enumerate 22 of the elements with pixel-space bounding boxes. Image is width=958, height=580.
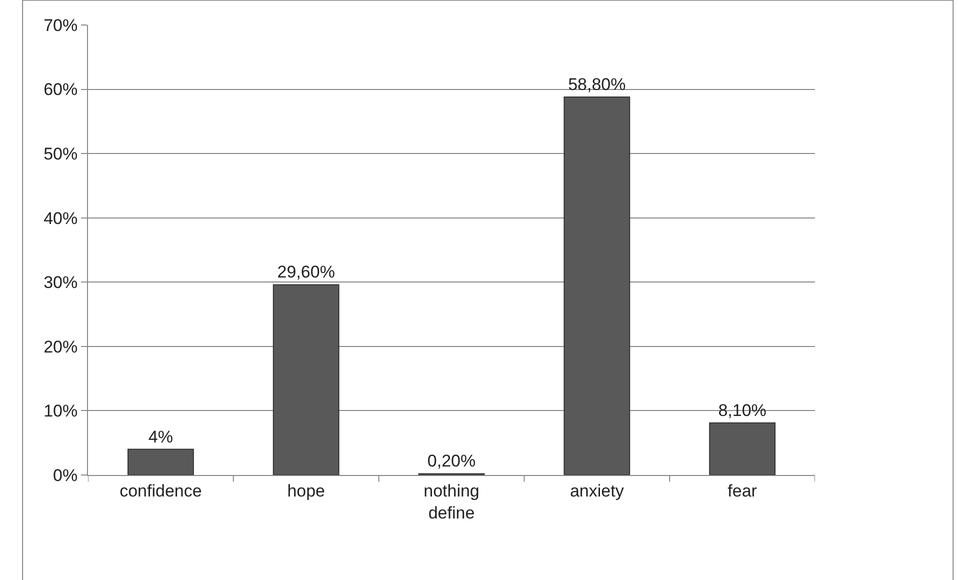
x-tick-label: nothing define <box>424 481 480 522</box>
x-tick-label: anxiety <box>570 481 624 500</box>
y-tick-label: 0% <box>53 466 78 485</box>
data-label: 8,10% <box>718 400 766 420</box>
x-tick-label: fear <box>728 481 758 500</box>
x-tick-label: confidence <box>120 481 202 500</box>
y-tick-label: 70% <box>44 16 78 35</box>
data-label: 0,20% <box>427 452 476 471</box>
data-label: 58,80% <box>568 75 626 94</box>
bar <box>127 448 194 475</box>
y-tick-label: 30% <box>44 273 78 292</box>
y-tick-label: 60% <box>44 80 78 100</box>
bar <box>564 96 630 475</box>
y-tick-label: 50% <box>44 144 78 164</box>
bar <box>709 422 776 475</box>
x-tick-label: hope <box>287 481 326 500</box>
bar <box>272 284 340 475</box>
data-label: 4% <box>148 427 173 446</box>
data-label: 29,60% <box>277 262 335 282</box>
y-tick-label: 20% <box>44 337 78 356</box>
y-tick-label: 40% <box>44 208 78 228</box>
y-tick-label: 10% <box>44 402 78 421</box>
